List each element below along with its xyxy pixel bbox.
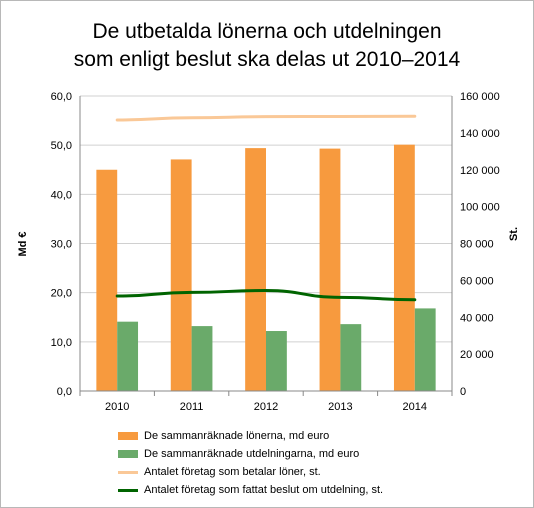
y-tick-label-right: 20 000	[460, 349, 494, 361]
legend-swatch-companies-dividends	[118, 488, 138, 492]
legend-item-dividends: De sammanräknade utdelningarna, md euro	[118, 445, 518, 463]
legend-label-companies-wages: Antalet företag som betalar löner, st.	[144, 466, 321, 478]
series-line	[115, 289, 417, 302]
x-tick-label: 2010	[105, 401, 129, 413]
y-tick-label-left: 40,0	[51, 189, 72, 201]
x-tick-label: 2013	[328, 401, 352, 413]
bar	[266, 331, 287, 391]
x-tick-label: 2012	[254, 401, 278, 413]
chart-title-line-2: som enligt beslut ska delas ut 2010–2014	[73, 48, 461, 71]
bar	[340, 324, 362, 391]
bar	[414, 308, 436, 391]
y-tick-label-right: 160 000	[460, 91, 500, 103]
legend-label-wages: De sammanräknade lönerna, md euro	[144, 430, 330, 442]
y-tick-label-left: 60,0	[51, 91, 72, 103]
y-tick-label-left: 10,0	[51, 337, 72, 349]
legend-swatch-companies-wages	[118, 470, 138, 474]
y-tick-label-right: 140 000	[460, 128, 500, 140]
chart-title-line-1: De utbetalda lönerna och utdelningen	[92, 20, 442, 43]
bar	[393, 144, 415, 391]
y-tick-label-right: 80 000	[460, 239, 494, 251]
x-tick-label: 2011	[180, 401, 204, 413]
series-line	[115, 114, 417, 122]
legend-swatch-wages	[118, 432, 138, 440]
bar	[245, 148, 266, 391]
legend-label-companies-dividends: Antalet företag som fattat beslut om utd…	[144, 484, 384, 496]
y-tick-label-right: 60 000	[460, 275, 494, 287]
legend-item-wages: De sammanräknade lönerna, md euro	[118, 427, 518, 445]
bar	[96, 169, 118, 391]
y-axis-title-right: St.	[508, 227, 520, 241]
y-tick-label-right: 120 000	[460, 165, 500, 177]
y-tick-label-right: 40 000	[460, 312, 494, 324]
bar	[170, 159, 192, 391]
chart-legend: De sammanräknade lönerna, md euro De sam…	[118, 427, 518, 499]
y-axis-title-left: Md €	[17, 231, 29, 256]
bar	[191, 326, 213, 391]
y-tick-label-left: 30,0	[51, 239, 72, 251]
x-tick-label: 2014	[403, 401, 427, 413]
legend-swatch-dividends	[118, 450, 138, 458]
legend-item-companies-dividends: Antalet företag som fattat beslut om utd…	[118, 481, 518, 499]
y-tick-label-left: 50,0	[51, 140, 72, 152]
y-tick-label-left: 0,0	[57, 386, 72, 398]
y-tick-label-left: 20,0	[51, 288, 72, 300]
bar	[117, 321, 139, 391]
y-tick-label-right: 100 000	[460, 202, 500, 214]
legend-label-dividends: De sammanräknade utdelningarna, md euro	[144, 448, 360, 460]
y-tick-label-right: 0	[460, 386, 466, 398]
bar	[319, 148, 341, 391]
legend-item-companies-wages: Antalet företag som betalar löner, st.	[118, 463, 518, 481]
